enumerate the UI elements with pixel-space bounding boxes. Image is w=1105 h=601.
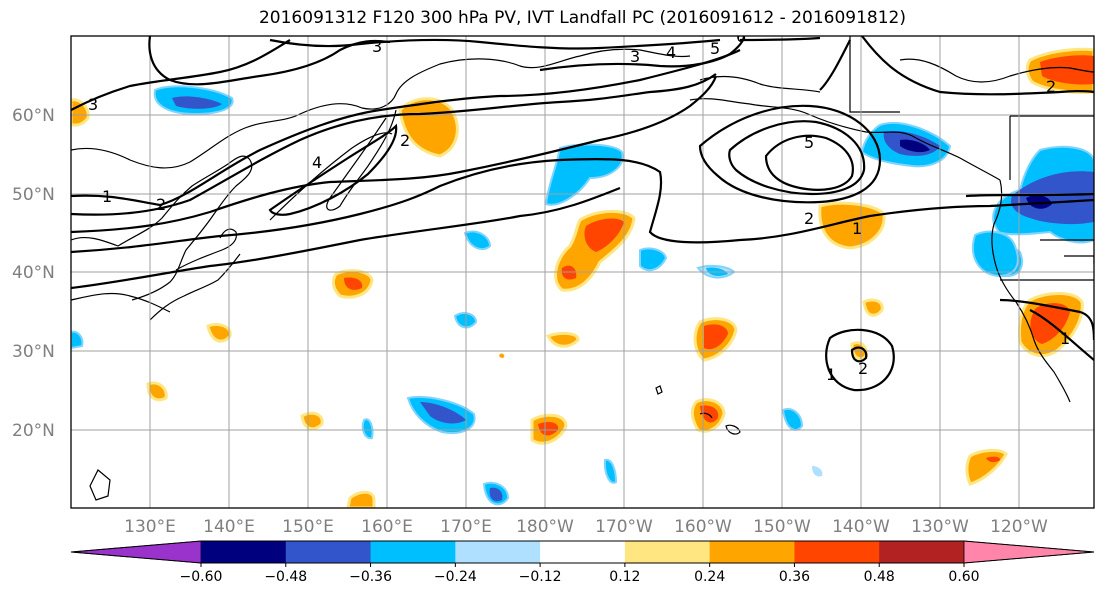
lon-label: 140°E (203, 517, 255, 537)
blue-anomaly (71, 330, 84, 350)
contour-label: 5 (804, 133, 814, 152)
lon-label: 150°E (282, 517, 334, 537)
lon-label: 130°E (124, 517, 176, 537)
lon-label: 160°W (674, 517, 732, 537)
blue-anomaly (463, 230, 492, 251)
contour-label: 1 (852, 219, 862, 238)
contour-label: 5 (710, 39, 720, 58)
lat-label: 50°N (12, 185, 55, 205)
contour-label: 1 (826, 365, 836, 384)
lon-label: 140°W (832, 517, 890, 537)
lon-label: 170°W (595, 517, 653, 537)
colorbar-tick-label: −0.12 (519, 569, 562, 585)
lon-label: 160°E (361, 517, 413, 537)
colorbar-tick-label: −0.48 (264, 569, 307, 585)
colorbar-tick-label: −0.24 (434, 569, 477, 585)
colorbar-tick-label: −0.60 (180, 569, 223, 585)
orange-anomaly (862, 298, 884, 317)
colorbar-tick-label: 0.60 (948, 569, 979, 585)
map-border (70, 35, 1095, 509)
orange-anomaly (300, 411, 324, 431)
orange-anomaly (818, 201, 886, 250)
contour-labels: 1 2 3 3 4 5 6 4 3 5 2 1 2 1 2 1 2 (88, 27, 1070, 384)
lon-label: 150°W (753, 517, 811, 537)
contour-label: 4 (666, 43, 676, 62)
colorbar-extension-low (70, 540, 202, 564)
lon-label: 130°W (911, 517, 969, 537)
colorbar-segment (709, 541, 795, 563)
blue-anomaly (812, 466, 823, 477)
pv-contours (71, 36, 1094, 392)
contour-label: 2 (1046, 77, 1056, 96)
colorbar-segment (879, 541, 965, 563)
shaded-anomaly-field (71, 47, 1094, 508)
lat-label: 40°N (12, 263, 55, 283)
contour-label: 6 (736, 27, 746, 46)
longitude-labels: 130°E 140°E 150°E 160°E 170°E 180°W 170°… (124, 517, 1048, 537)
lon-label: 180°W (516, 517, 574, 537)
latitude-labels: 60°N 50°N 40°N 30°N 20°N (12, 106, 55, 441)
blue-anomaly (639, 247, 668, 272)
colorbar-segment (201, 541, 287, 563)
colorbar-segment (370, 541, 456, 563)
colorbar-tick-label: 0.36 (779, 569, 810, 585)
colorbar-segment (624, 541, 711, 563)
contour-label: 2 (858, 359, 868, 378)
lon-label: 170°E (440, 517, 492, 537)
colorbar-tick-label: 0.48 (864, 569, 895, 585)
coastlines (71, 36, 1094, 501)
lat-label: 30°N (12, 342, 55, 362)
orange-anomaly (206, 322, 232, 343)
blue-anomaly (972, 230, 1019, 278)
gridlines (71, 36, 1094, 508)
colorbar-tick-label: 0.24 (694, 569, 725, 585)
colorbar-extension-high (963, 540, 1095, 564)
contour-label: 4 (312, 153, 322, 172)
colorbar-segment (540, 541, 626, 563)
contour-label: 3 (88, 95, 98, 114)
blue-anomaly (361, 418, 374, 440)
contour-label: 2 (400, 131, 410, 150)
lat-label: 60°N (12, 106, 55, 126)
orange-anomaly (346, 490, 376, 508)
map-title: 2016091312 F120 300 hPa PV, IVT Landfall… (258, 8, 906, 28)
contour-label: 1 (1060, 329, 1070, 348)
colorbar-segment (794, 541, 880, 563)
contour-label: 2 (156, 195, 166, 214)
colorbar-tick-label: 0.12 (609, 569, 640, 585)
contour-label: 3 (372, 37, 382, 56)
contour-label: 1 (102, 187, 112, 206)
contour-label: 3 (630, 47, 640, 66)
orange-anomaly (545, 331, 580, 348)
colorbar-segment (285, 541, 372, 563)
blue-anomaly (781, 408, 804, 431)
orange-anomaly (499, 353, 505, 358)
lat-label: 20°N (12, 421, 55, 441)
colorbar-segment (455, 541, 541, 563)
colorbar-tick-label: −0.36 (349, 569, 392, 585)
colorbar: −0.60 −0.48 −0.36 −0.24 −0.12 0.12 0.24 0.36 0.4… (70, 540, 1095, 585)
contour-label: 2 (804, 209, 814, 228)
orange-anomaly (71, 98, 90, 127)
blue-anomaly (603, 458, 618, 484)
lon-label: 120°W (990, 517, 1048, 537)
